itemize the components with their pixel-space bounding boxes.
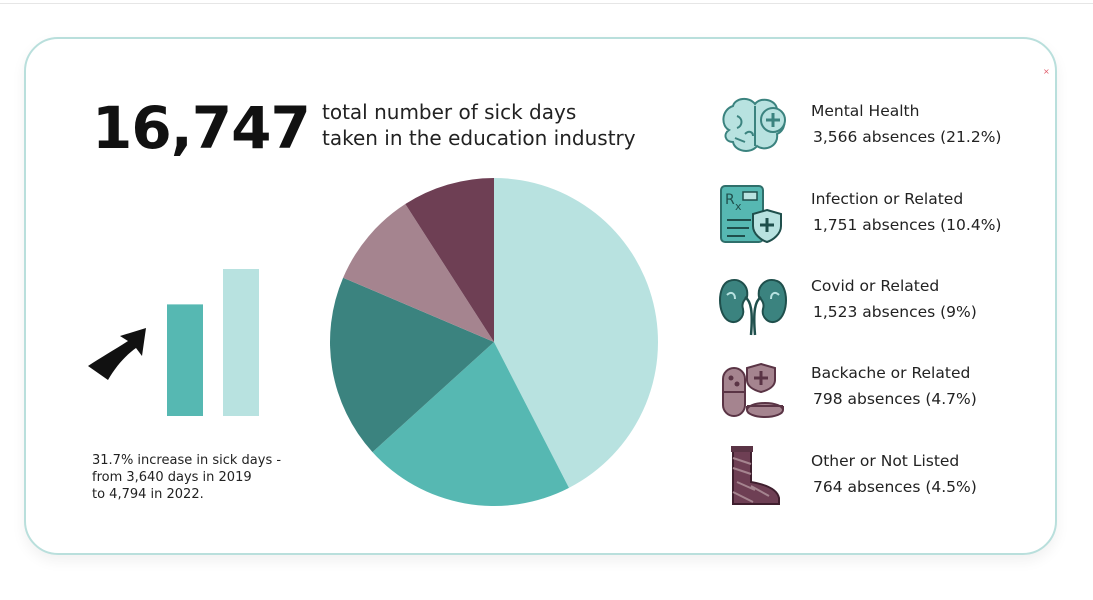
svg-text:R: R [725, 192, 735, 208]
pills-icon [722, 362, 784, 418]
legend-label: Covid or Related [811, 277, 940, 295]
kidneys-icon [719, 279, 787, 336]
absence-pie-chart [330, 178, 658, 506]
legend-label: Backache or Related [811, 364, 971, 382]
prescription-icon: R x [720, 185, 782, 244]
pie-slice-backache-or-related [343, 204, 494, 342]
brain-icon [722, 98, 786, 152]
headline-line-2: taken in the education industry [322, 126, 636, 150]
increase-note-line-3: to 4,794 in 2022. [92, 487, 204, 502]
growth-bar-2019 [167, 304, 203, 416]
bandaged-foot-icon [731, 446, 780, 505]
upward-arrow-icon [88, 328, 146, 380]
pie-slice-covid-or-related [330, 277, 494, 453]
legend-label: Infection or Related [811, 190, 964, 208]
top-divider [0, 3, 1093, 4]
svg-text:x: x [735, 200, 742, 213]
legend-value: 798 absences (4.7%) [813, 390, 977, 408]
growth-bar-chart [167, 269, 259, 416]
pie-slice-infection-or-related [372, 342, 569, 506]
corner-mark-icon: × [1043, 67, 1050, 76]
legend-value: 1,523 absences (9%) [813, 303, 977, 321]
legend-item-infection: R x Infection or Related 1,751 absences … [715, 184, 1045, 254]
legend-value: 764 absences (4.5%) [813, 478, 977, 496]
legend-label: Mental Health [811, 102, 920, 120]
legend-item-covid: Covid or Related 1,523 absences (9%) [715, 271, 1045, 341]
legend-value: 1,751 absences (10.4%) [813, 216, 1002, 234]
legend-item-backache: Backache or Related 798 absences (4.7%) [715, 358, 1045, 428]
headline-line-1: total number of sick days [322, 100, 577, 124]
pie-slice-other-or-not-listed [405, 178, 494, 342]
legend-value: 3,566 absences (21.2%) [813, 128, 1002, 146]
increase-note-line-1: 31.7% increase in sick days - [92, 453, 282, 468]
pie-slice-mental-health [494, 178, 658, 488]
increase-note-line-2: from 3,640 days in 2019 [92, 470, 252, 485]
legend-item-mental-health: Mental Health 3,566 absences (21.2%) [715, 96, 1045, 166]
legend-label: Other or Not Listed [811, 452, 960, 470]
legend-item-other: Other or Not Listed 764 absences (4.5%) [715, 446, 1045, 516]
headline: total number of sick days taken in the e… [322, 99, 682, 151]
growth-bar-2022 [223, 269, 259, 416]
increase-note: 31.7% increase in sick days - from 3,640… [92, 452, 322, 503]
total-sick-days: 16,747 [92, 94, 311, 162]
